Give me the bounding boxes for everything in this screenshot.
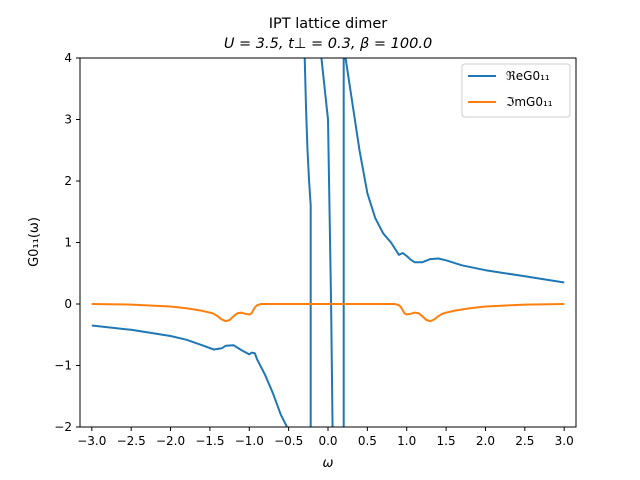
y-tick-label: 2 [64,174,72,188]
legend: ℜeG0₁₁ ℑmG0₁₁ [461,63,571,118]
y-tick-label: 1 [64,236,72,250]
x-tick-label: −1.0 [235,434,264,448]
series-line-real [91,324,289,427]
y-tick-label: 3 [64,113,72,127]
chart-title: IPT lattice dimer [269,16,388,32]
series-line-imag [91,303,565,323]
x-tick-label: −1.5 [195,434,224,448]
x-tick-label: 2.5 [515,434,534,448]
chart-subtitle: U = 3.5, t⊥ = 0.3, β = 100.0 [224,36,432,52]
y-tick-label: 4 [64,51,72,65]
x-tick-label: −2.5 [117,434,146,448]
x-tick-label: 0.0 [318,434,337,448]
y-tick-label: 0 [64,297,72,311]
x-tick-label: −2.0 [156,434,185,448]
x-tick-label: 3.0 [555,434,574,448]
y-axis-label: G0₁₁(ω) [27,217,42,267]
series-line-real [342,58,565,427]
x-axis: −3.0 −2.5 −2.0 −1.5 −1.0 −0.5 0.0 0.5 1.0 1.5 2.0 2… [77,427,574,448]
series-line-real [303,58,312,427]
legend-label-real: ℜeG0₁₁ [506,69,550,83]
series-layer [91,58,565,427]
x-axis-label: ω [323,456,334,471]
x-tick-label: 1.0 [397,434,416,448]
y-axis: −2 −1 0 1 2 3 4 [54,51,80,434]
x-tick-label: −0.5 [274,434,303,448]
x-tick-label: 1.5 [437,434,456,448]
legend-label-imag: ℑmG0₁₁ [506,95,553,109]
x-tick-label: 2.0 [476,434,495,448]
series-line-real [320,58,334,427]
y-tick-label: −1 [54,359,72,373]
legend-box [461,63,571,118]
x-tick-label: −3.0 [77,434,106,448]
x-tick-label: 0.5 [358,434,377,448]
y-tick-label: −2 [54,420,72,434]
